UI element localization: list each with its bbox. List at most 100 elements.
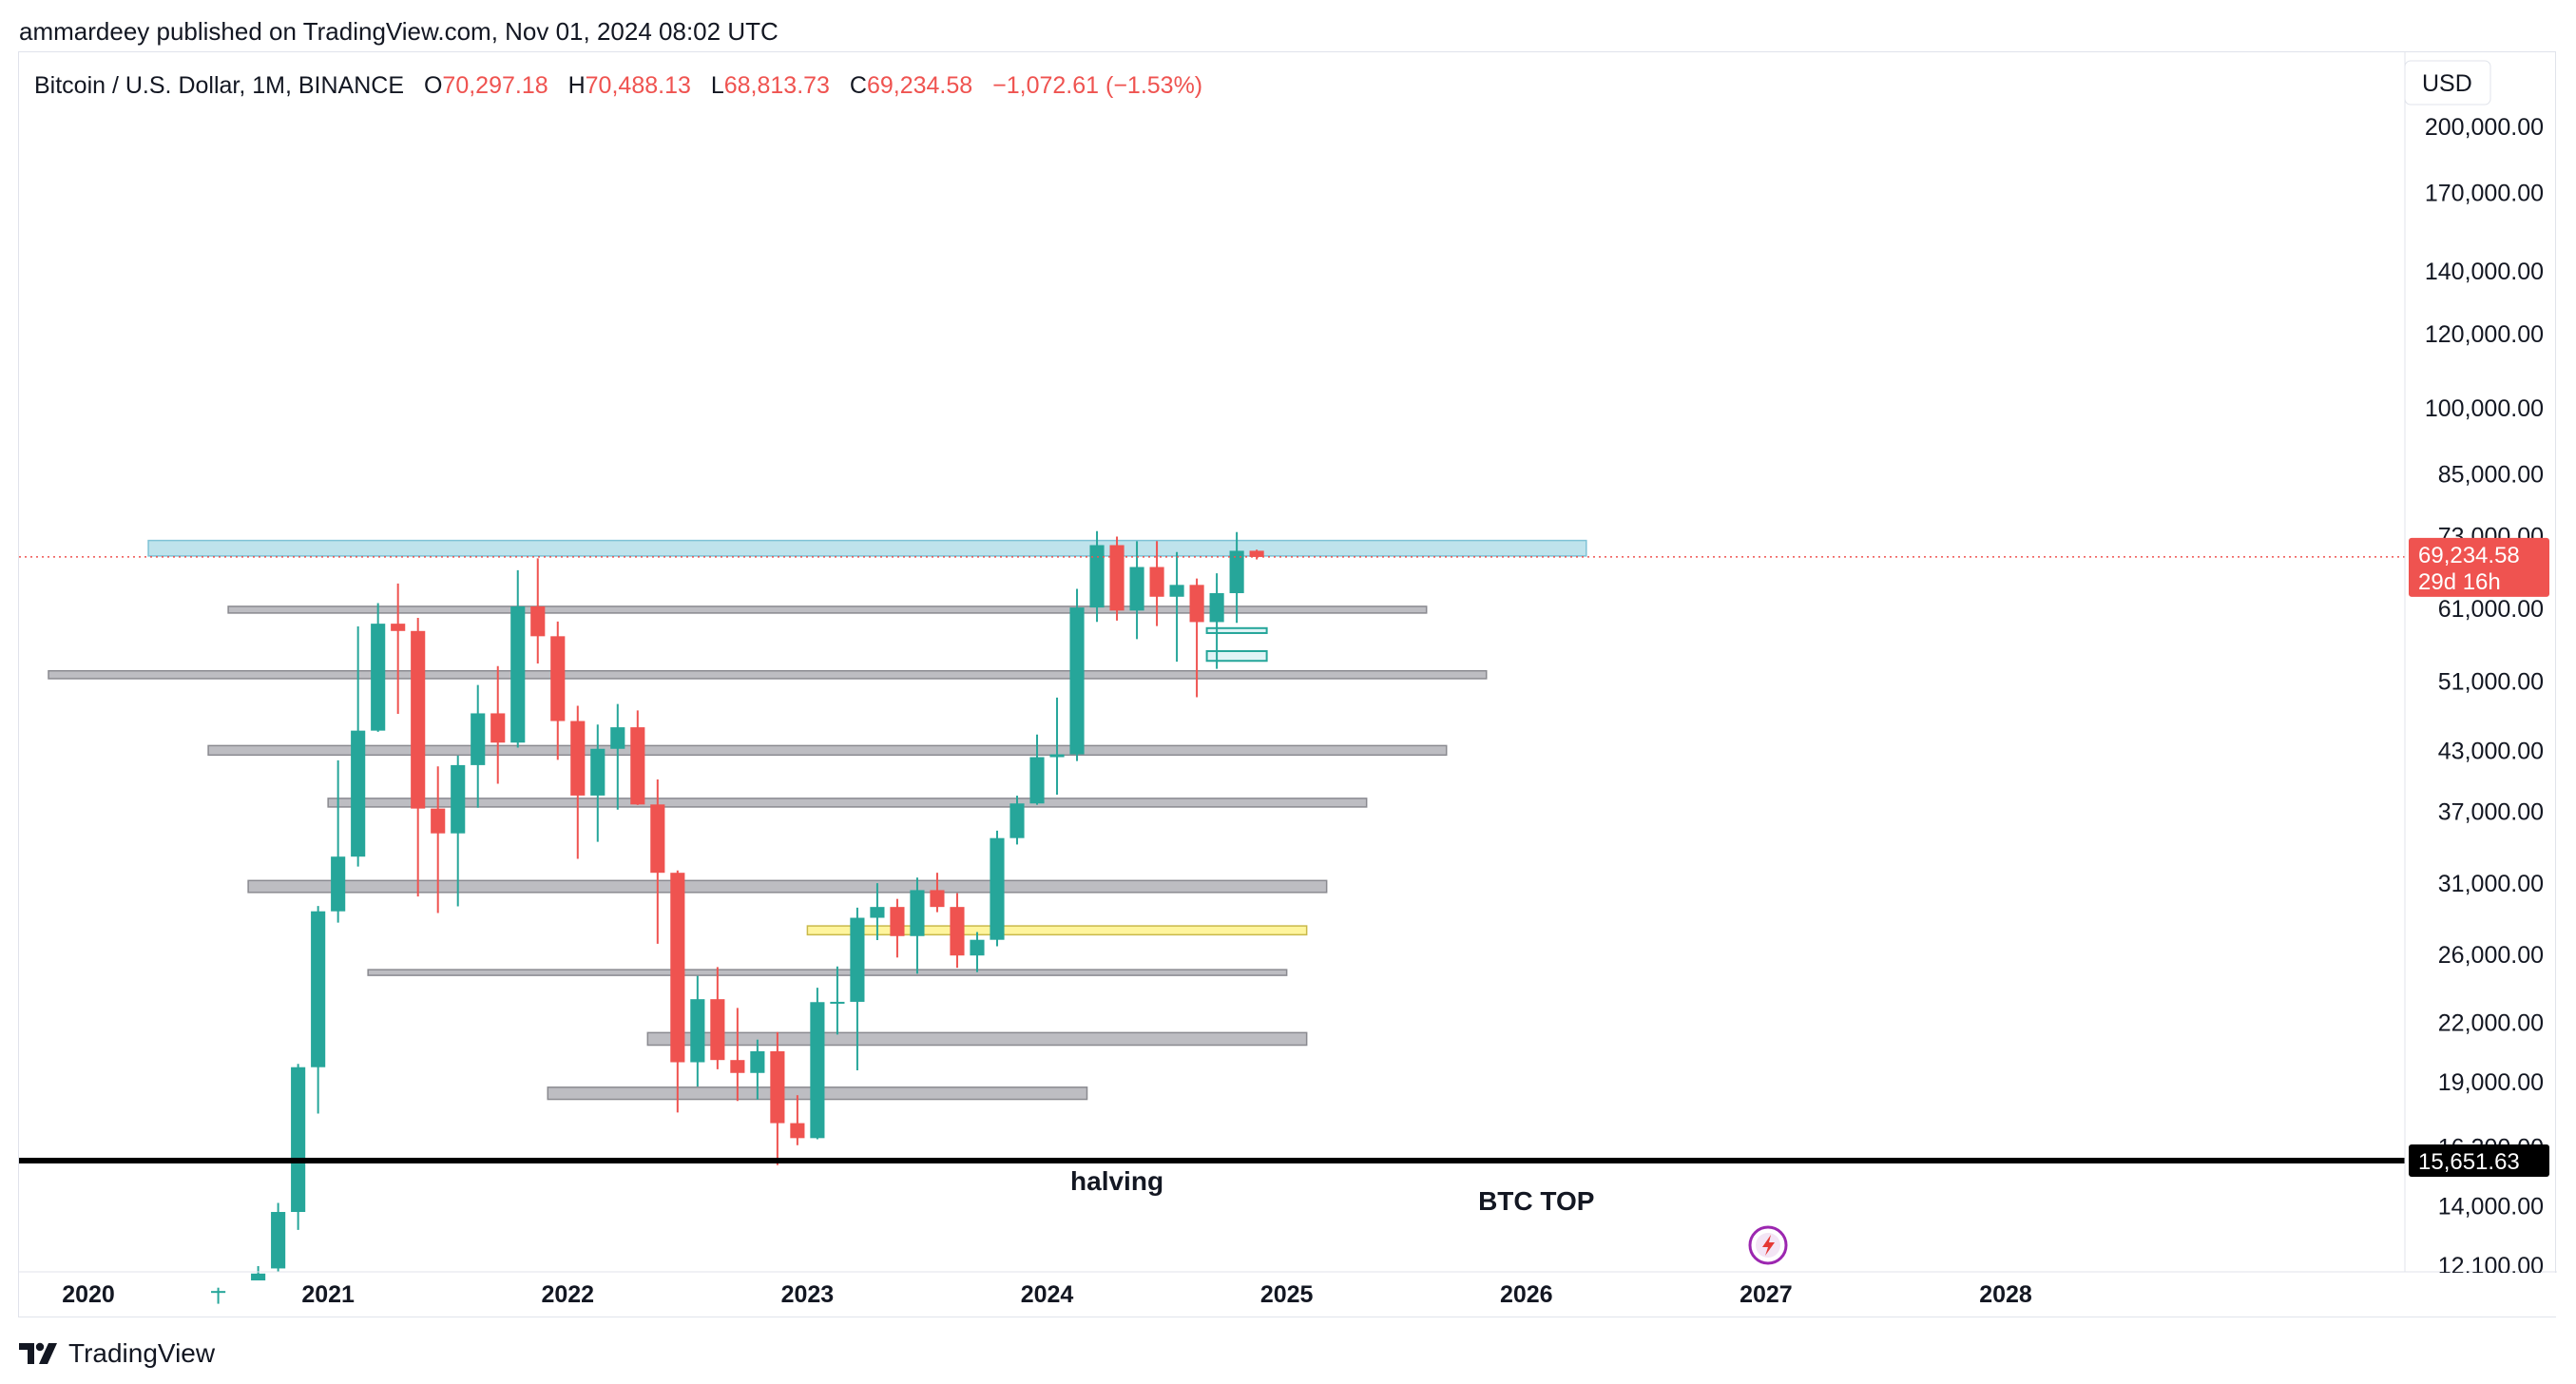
price-tick-label: 120,000.00	[2425, 321, 2544, 348]
price-tick-label: 61,000.00	[2438, 596, 2544, 623]
candle	[291, 1064, 306, 1230]
flash-event-icon[interactable]	[1748, 1225, 1788, 1265]
change-value: −1,072.61 (−1.53%)	[992, 72, 1202, 99]
candle	[970, 932, 985, 972]
candle	[351, 625, 366, 867]
candle-body	[790, 1123, 805, 1139]
annotations-layer: halving BTC TOP	[1070, 1166, 1594, 1216]
candle-body	[451, 764, 466, 834]
price-tick-label: 51,000.00	[2438, 668, 2544, 695]
candle-body	[890, 907, 905, 936]
candle	[211, 1287, 226, 1304]
candle-body	[970, 939, 985, 956]
candle-body	[471, 713, 486, 765]
candle	[850, 907, 865, 1071]
price-tick-label: 43,000.00	[2438, 738, 2544, 764]
zones-layer	[48, 539, 1587, 1101]
candle-body	[950, 907, 965, 956]
chart-frame	[18, 51, 2556, 1317]
open-value: 70,297.18	[442, 72, 548, 99]
price-tick-label: 22,000.00	[2438, 1010, 2544, 1037]
candle	[790, 1095, 805, 1145]
tradingview-logo-icon	[19, 1342, 57, 1364]
symbol-name: Bitcoin / U.S. Dollar, 1M, BINANCE	[34, 72, 404, 99]
time-tick-label: 2027	[1740, 1281, 1793, 1308]
candle-body	[1129, 567, 1144, 611]
candle	[890, 898, 905, 958]
candle-body	[1049, 754, 1065, 758]
publisher-line: ammardeey published on TradingView.com, …	[19, 17, 779, 46]
candle-body	[351, 730, 366, 857]
time-axis[interactable]: 2020 2021 2022 2023 2024 2025 2026 2027 2028	[62, 1273, 2557, 1317]
candle	[610, 703, 625, 810]
candle	[1029, 734, 1045, 805]
svg-text:Bitcoin / U.S. Dollar, 1M, BIN: Bitcoin / U.S. Dollar, 1M, BINANCE O70,2…	[34, 72, 1202, 99]
current-price-tag	[2409, 537, 2549, 597]
level-zone	[367, 969, 1288, 976]
candle-body	[650, 804, 665, 874]
level-zone	[327, 798, 1368, 808]
candle	[331, 759, 346, 923]
price-tick-label: 37,000.00	[2438, 799, 2544, 826]
candle	[590, 724, 606, 842]
price-tick-label: 26,000.00	[2438, 942, 2544, 969]
time-tick-label: 2024	[1021, 1281, 1074, 1308]
level-zone	[247, 879, 1328, 894]
high-label: H	[568, 72, 586, 99]
price-tick-label: 85,000.00	[2438, 461, 2544, 488]
candle	[670, 870, 685, 1113]
candle	[1069, 588, 1085, 761]
currency-box[interactable]	[2404, 60, 2491, 106]
time-tick-label: 2020	[62, 1281, 115, 1308]
candle-body	[271, 1212, 286, 1269]
candle	[930, 873, 945, 913]
candle-body	[391, 624, 406, 631]
candle	[770, 1031, 785, 1165]
price-axis[interactable]: 200,000.00 170,000.00 140,000.00 120,000.00…	[2425, 114, 2544, 1279]
candle	[570, 705, 586, 859]
time-tick-label: 2023	[781, 1281, 835, 1308]
candle-body	[311, 911, 326, 1067]
candle-body	[550, 636, 566, 721]
resistance-zone	[147, 539, 1587, 557]
candle	[690, 975, 705, 1087]
price-tick-label: 31,000.00	[2438, 871, 2544, 897]
candle	[411, 617, 426, 897]
candle-body	[670, 873, 685, 1063]
current-price-tag-value: 69,234.58	[2418, 543, 2520, 568]
candle-body	[570, 721, 586, 796]
tradingview-wordmark: TradingView	[68, 1338, 216, 1368]
candle	[391, 583, 406, 714]
candle-body	[850, 917, 865, 1002]
small-box	[1205, 650, 1268, 663]
candle	[1229, 531, 1244, 624]
tradingview-brand[interactable]: TradingView	[19, 1336, 215, 1371]
open-label: O	[424, 72, 442, 99]
currency-label[interactable]: USD	[2422, 70, 2472, 97]
time-tick-label: 2025	[1260, 1281, 1314, 1308]
candle-body	[830, 1001, 845, 1004]
candle-body	[770, 1050, 785, 1124]
candle-body	[1209, 593, 1224, 623]
candle	[910, 877, 925, 974]
time-tick-label: 2026	[1500, 1281, 1553, 1308]
candle	[271, 1202, 286, 1272]
candle-body	[331, 856, 346, 912]
candle-body	[910, 890, 925, 936]
candle	[451, 755, 466, 907]
candle	[530, 558, 546, 663]
candle-body	[990, 837, 1005, 940]
highlight-zone	[806, 925, 1308, 936]
candle-body	[1089, 545, 1105, 608]
price-tick-label: 140,000.00	[2425, 259, 2544, 285]
level-zone	[227, 606, 1428, 614]
candle-body	[490, 713, 506, 743]
candle	[1109, 536, 1125, 621]
candle	[870, 883, 885, 941]
candle-body	[1109, 545, 1125, 611]
low-value: 68,813.73	[724, 72, 830, 99]
candle	[371, 603, 386, 732]
candle-body	[1149, 567, 1164, 597]
candle-body	[1009, 803, 1025, 838]
